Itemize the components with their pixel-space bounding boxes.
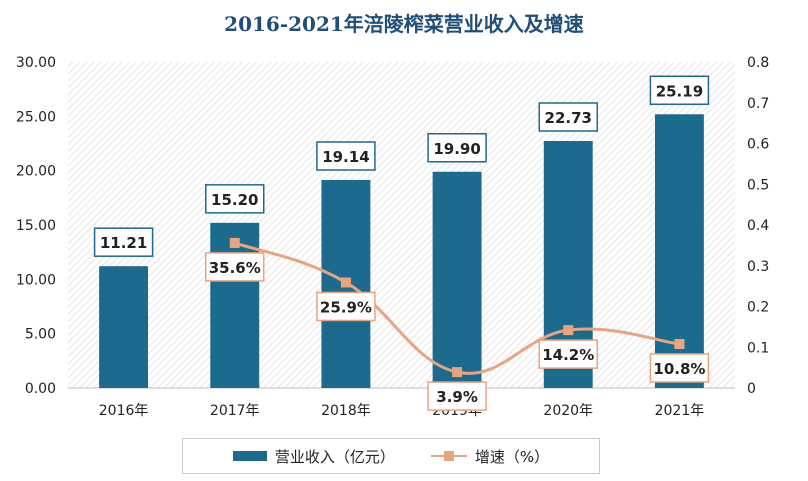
bar-data-label: 11.21 bbox=[93, 227, 154, 257]
bar-data-label: 15.20 bbox=[205, 184, 265, 214]
right-tick-label: 0.8 bbox=[747, 55, 769, 71]
left-tick-label: 0.00 bbox=[25, 381, 56, 397]
left-axis: 0.00 5.00 10.00 15.00 20.00 25.00 30.00 bbox=[16, 55, 56, 397]
left-tick-label: 5.00 bbox=[25, 327, 56, 343]
line-label-box bbox=[205, 252, 265, 282]
line-label-text: 3.9% bbox=[436, 388, 478, 406]
line-label-box bbox=[649, 353, 710, 383]
line-data-labels: 35.6% 25.9% 3.9% 14.2% 10.8% bbox=[205, 252, 710, 411]
x-axis: 2016年 2017年 2018年 2019年 2020年 2021年 bbox=[99, 403, 704, 419]
bar-label-text: 11.21 bbox=[100, 234, 147, 252]
bar-label-text: 19.14 bbox=[322, 148, 369, 166]
line-data-label: 35.6% bbox=[205, 252, 265, 282]
line-data-label: 25.9% bbox=[316, 291, 376, 322]
right-tick-label: 0.6 bbox=[747, 137, 769, 153]
left-tick-label: 10.00 bbox=[16, 272, 56, 288]
bar-data-labels: 11.21 15.20 19.14 19.90 22.73 25.19 bbox=[93, 75, 710, 257]
right-tick-label: 0.1 bbox=[747, 340, 769, 356]
chart-title: 2016-2021年涪陵榨菜营业收入及增速 bbox=[224, 12, 584, 36]
bar-label-box bbox=[93, 227, 154, 257]
line-data-label: 3.9% bbox=[427, 381, 487, 411]
bar bbox=[210, 222, 260, 388]
right-tick-label: 0 bbox=[747, 381, 756, 397]
growth-marker bbox=[452, 367, 463, 378]
x-tick-label: 2016年 bbox=[99, 403, 149, 419]
growth-marker bbox=[563, 325, 574, 336]
right-tick-label: 0.5 bbox=[747, 177, 769, 193]
bar bbox=[99, 266, 149, 388]
growth-marker bbox=[340, 277, 351, 288]
bar-data-label: 19.90 bbox=[427, 133, 487, 163]
left-tick-label: 25.00 bbox=[16, 109, 56, 125]
x-tick-label: 2021年 bbox=[655, 403, 705, 419]
legend-item-growth: 增速（%） bbox=[430, 446, 550, 467]
growth-marker bbox=[229, 237, 240, 248]
x-tick-label: 2018年 bbox=[321, 403, 371, 419]
line-label-box bbox=[427, 381, 487, 411]
legend-bar-swatch bbox=[232, 451, 267, 461]
line-label-text: 10.8% bbox=[653, 360, 705, 378]
line-label-text: 35.6% bbox=[209, 259, 261, 277]
legend: 营业收入（亿元） 增速（%） bbox=[182, 438, 600, 474]
line-data-label: 10.8% bbox=[649, 353, 710, 383]
right-tick-label: 0.7 bbox=[747, 96, 769, 112]
line-label-box bbox=[316, 291, 376, 322]
bar-label-box bbox=[649, 75, 710, 106]
bar-label-text: 19.90 bbox=[433, 140, 480, 158]
bar-data-label: 22.73 bbox=[538, 102, 598, 132]
growth-marker bbox=[674, 338, 685, 349]
line-label-text: 25.9% bbox=[320, 298, 372, 316]
legend-item-revenue: 营业收入（亿元） bbox=[232, 446, 395, 467]
bar-label-box bbox=[316, 141, 376, 171]
legend-line-swatch bbox=[430, 451, 467, 461]
bar-label-text: 25.19 bbox=[656, 82, 703, 100]
bar bbox=[432, 171, 482, 388]
right-tick-label: 0.3 bbox=[747, 259, 769, 275]
bar-label-box bbox=[538, 102, 598, 132]
line-label-text: 14.2% bbox=[542, 346, 594, 364]
bar-label-box bbox=[427, 133, 487, 163]
legend-label-revenue: 营业收入（亿元） bbox=[274, 447, 395, 466]
line-label-box bbox=[538, 339, 598, 369]
right-axis: 0 0.1 0.2 0.3 0.4 0.5 0.6 0.7 0.8 bbox=[747, 55, 769, 397]
x-tick-label: 2020年 bbox=[543, 403, 593, 419]
plot-background bbox=[68, 62, 735, 388]
growth-markers bbox=[229, 237, 685, 378]
line-data-label: 14.2% bbox=[538, 339, 598, 369]
left-tick-label: 20.00 bbox=[16, 164, 56, 180]
bar-series bbox=[99, 114, 704, 388]
x-tick-label: 2017年 bbox=[210, 403, 260, 419]
bar-data-label: 19.14 bbox=[316, 141, 376, 171]
legend-label-growth: 增速（%） bbox=[474, 447, 550, 466]
right-tick-label: 0.4 bbox=[747, 218, 769, 234]
bar-data-label: 25.19 bbox=[649, 75, 710, 106]
left-tick-label: 15.00 bbox=[16, 218, 56, 234]
left-tick-label: 30.00 bbox=[16, 55, 56, 71]
bar-label-text: 22.73 bbox=[545, 109, 592, 127]
bar-label-text: 15.20 bbox=[211, 191, 258, 209]
right-tick-label: 0.2 bbox=[747, 300, 769, 316]
bar-label-box bbox=[205, 184, 265, 214]
